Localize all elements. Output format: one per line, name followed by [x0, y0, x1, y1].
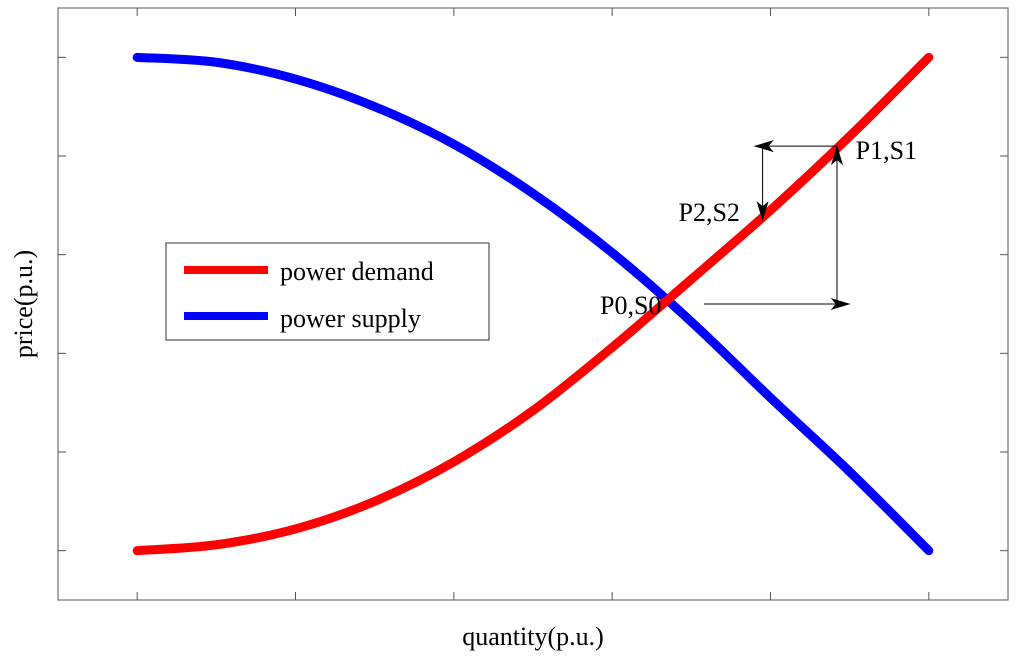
- x-axis-label: quantity(p.u.): [462, 622, 604, 651]
- annotation-layer: P0,S0 P1,S1 P2,S2: [600, 136, 917, 320]
- arrow-layer: [704, 140, 851, 310]
- legend-label-power-supply: power supply: [280, 304, 421, 333]
- axis-ticks: [58, 8, 1008, 600]
- y-axis-label: price(p.u.): [9, 250, 38, 358]
- legend-box: [165, 242, 490, 341]
- plot-frame: [57, 7, 1009, 601]
- series-layer: [132, 52, 934, 556]
- legend: power demand power supply: [165, 242, 490, 341]
- series-line-power-demand: [132, 52, 934, 556]
- series-line-power-supply: [132, 52, 934, 556]
- annotation-label-2: P2,S2: [679, 198, 740, 227]
- legend-label-power-demand: power demand: [280, 257, 434, 286]
- annotation-label-1: P1,S1: [856, 136, 917, 165]
- annotation-label-0: P0,S0: [600, 291, 661, 320]
